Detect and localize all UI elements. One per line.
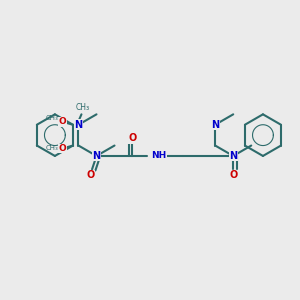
Text: N: N [92, 151, 101, 161]
Text: O: O [86, 170, 95, 180]
Text: N: N [74, 120, 83, 130]
Text: CH₃: CH₃ [46, 115, 59, 121]
Text: O: O [58, 117, 66, 126]
Text: CH₃: CH₃ [46, 145, 59, 151]
Text: N: N [229, 151, 237, 161]
Text: CH₃: CH₃ [76, 103, 90, 112]
Text: O: O [58, 144, 66, 153]
Text: N: N [211, 120, 219, 130]
Text: O: O [229, 170, 237, 180]
Text: NH: NH [152, 152, 167, 160]
Text: O: O [128, 133, 136, 143]
